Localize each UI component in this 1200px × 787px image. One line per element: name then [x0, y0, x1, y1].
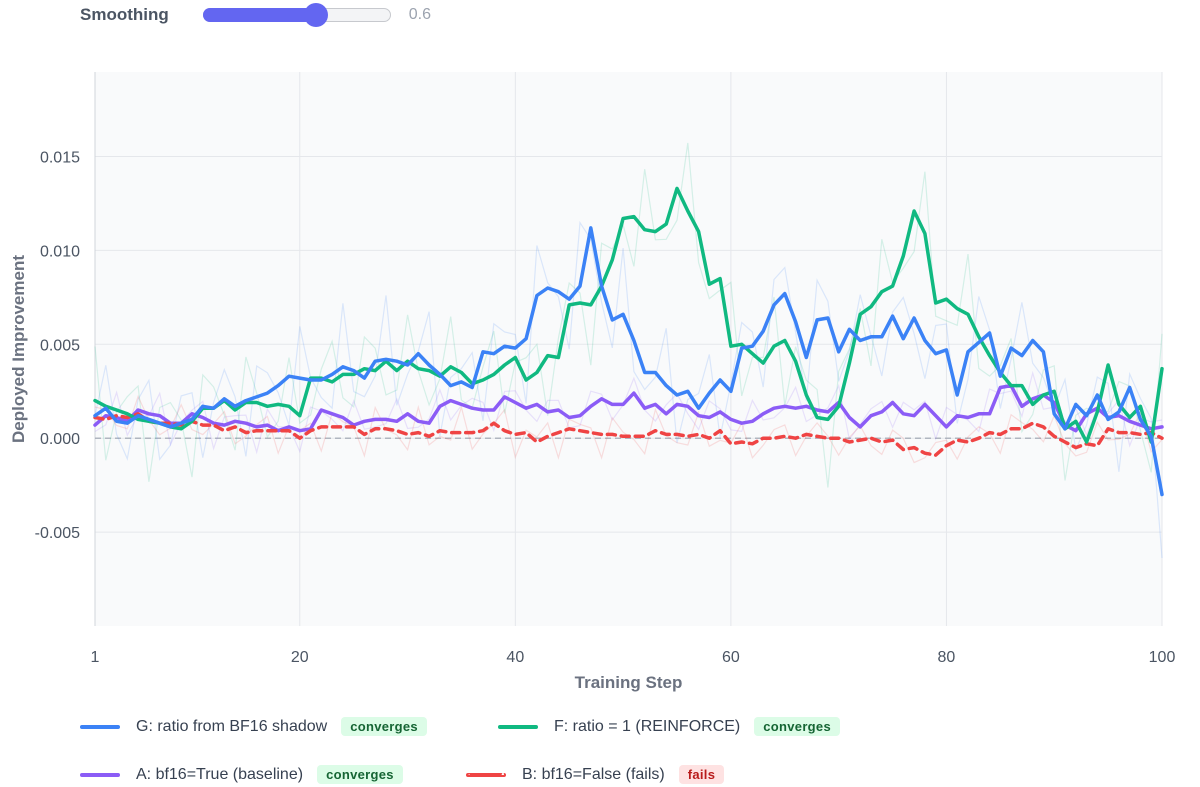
line-chart: -0.005 0.000 0.005 0.010 0.015 1 20 40 60 80 100 Tr…	[9, 72, 1176, 692]
legend-label-b: B: bf16=False (fails)	[522, 765, 665, 783]
raw-trace-2	[94, 370, 1163, 455]
x-tick-label: 60	[722, 649, 740, 666]
smoothing-slider-thumb[interactable]	[303, 3, 328, 27]
legend-swatch-f	[498, 724, 538, 729]
raw-trace-0	[94, 220, 1163, 559]
y-tick-label: -0.005	[35, 525, 80, 542]
y-axis-label: Deployed Improvement	[9, 255, 28, 443]
status-badge-b: fails	[678, 765, 725, 784]
plot-area	[95, 72, 1162, 626]
y-tick-label: 0.015	[40, 150, 80, 167]
y-tick-label: 0.000	[40, 431, 80, 448]
legend-item-f[interactable]: F: ratio = 1 (REINFORCE) converges	[498, 717, 840, 736]
x-tick-label: 1	[91, 649, 100, 666]
y-tick-label: 0.005	[40, 337, 80, 354]
smoothing-control: Smoothing 0.6	[80, 3, 431, 27]
status-badge-a: converges	[317, 765, 403, 784]
x-tick-label: 80	[938, 649, 956, 666]
legend-swatch-a	[80, 772, 120, 777]
x-tick-label: 100	[1149, 649, 1176, 666]
smoothing-value: 0.6	[408, 6, 432, 23]
legend-label-a: A: bf16=True (baseline)	[136, 765, 304, 783]
x-axis-label: Training Step	[575, 673, 683, 692]
smoothing-label: Smoothing	[80, 5, 169, 24]
y-tick-label: 0.010	[40, 243, 80, 260]
x-tick-label: 20	[291, 649, 309, 666]
series-line-0	[93, 226, 1164, 497]
legend-item-g[interactable]: G: ratio from BF16 shadow converges	[80, 717, 427, 736]
legend-label-g: G: ratio from BF16 shadow	[136, 717, 328, 735]
status-badge-f: converges	[754, 717, 840, 736]
legend-item-b[interactable]: B: bf16=False (fails) fails	[466, 765, 725, 784]
series-line-1	[93, 186, 1164, 444]
legend-swatch-b	[466, 772, 506, 777]
x-tick-label: 40	[506, 649, 524, 666]
series-line-3	[93, 412, 1164, 457]
status-badge-g: converges	[341, 717, 427, 736]
smoothing-slider[interactable]	[202, 3, 391, 27]
series-line-2	[93, 383, 1164, 433]
legend-item-a[interactable]: A: bf16=True (baseline) converges	[80, 765, 403, 784]
legend-label-f: F: ratio = 1 (REINFORCE)	[554, 717, 741, 735]
smoothing-slider-fill	[202, 8, 316, 22]
legend-swatch-g	[80, 724, 120, 729]
